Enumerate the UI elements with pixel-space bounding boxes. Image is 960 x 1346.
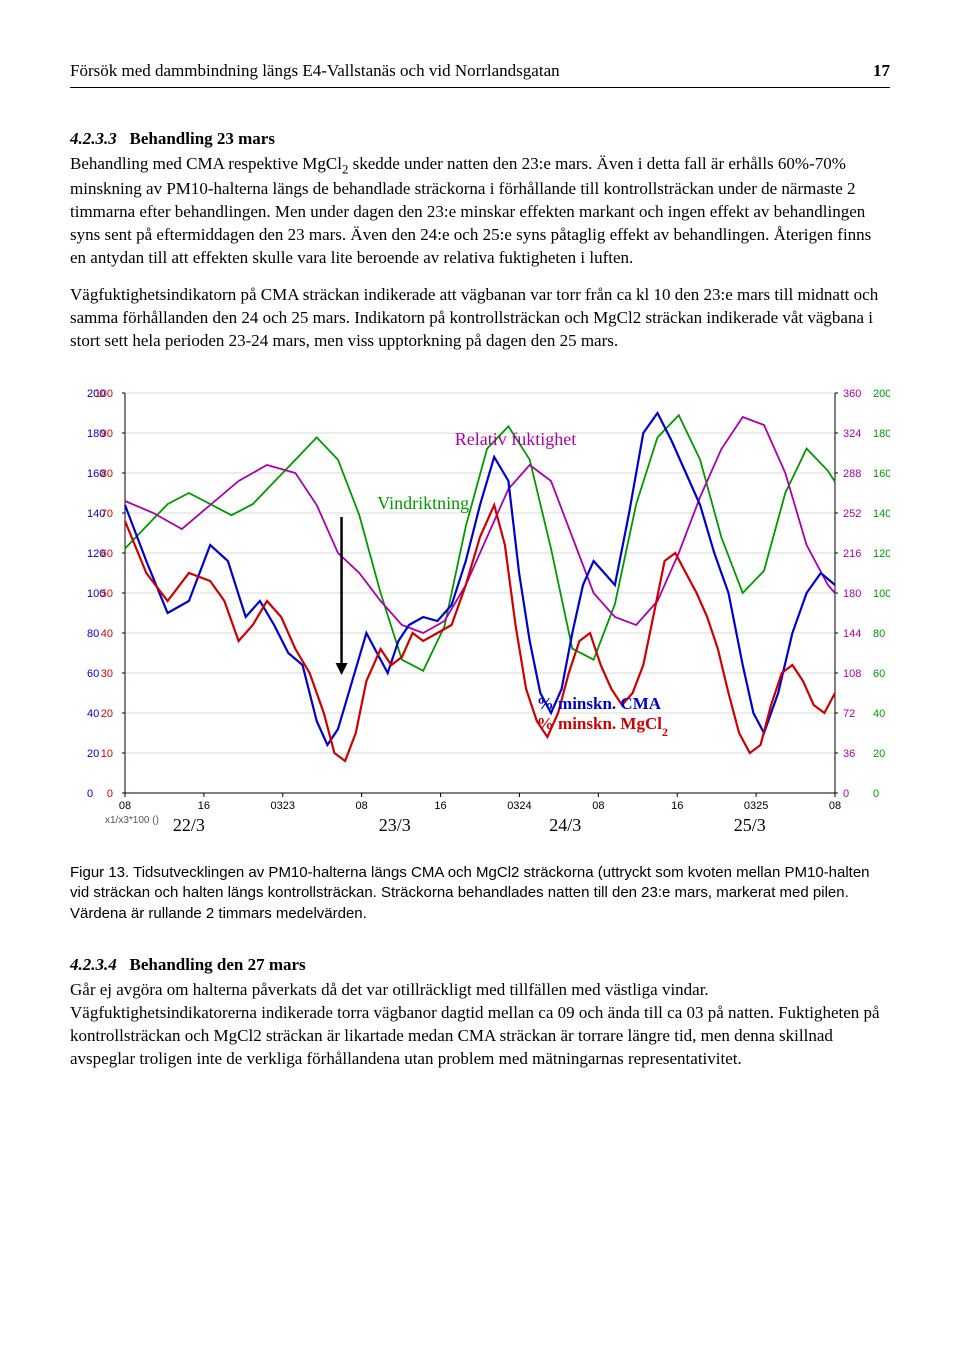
svg-text:140: 140 [873, 508, 890, 520]
svg-text:0: 0 [873, 788, 879, 800]
svg-text:80: 80 [101, 468, 113, 480]
section-title-1: Behandling 23 mars [130, 129, 275, 148]
svg-text:70: 70 [101, 508, 113, 520]
svg-text:08: 08 [119, 800, 131, 812]
svg-text:25/3: 25/3 [734, 815, 766, 835]
svg-text:08: 08 [829, 800, 841, 812]
chart-figure: 0020104020603080401005012060140701608018… [70, 383, 890, 843]
svg-text:120: 120 [873, 548, 890, 560]
section-heading-1: 4.2.3.3 Behandling 23 mars [70, 128, 890, 151]
svg-text:160: 160 [873, 468, 890, 480]
svg-text:x1/x3*100 (): x1/x3*100 () [105, 815, 159, 826]
svg-text:288: 288 [843, 468, 861, 480]
section-title-2: Behandling den 27 mars [130, 955, 306, 974]
svg-text:23/3: 23/3 [379, 815, 411, 835]
svg-text:0: 0 [87, 788, 93, 800]
svg-text:144: 144 [843, 628, 861, 640]
page-header: Försök med dammbindning längs E4-Vallsta… [70, 60, 890, 88]
svg-text:60: 60 [87, 668, 99, 680]
section-heading-2: 4.2.3.4 Behandling den 27 mars [70, 954, 890, 977]
header-title: Försök med dammbindning längs E4-Vallsta… [70, 60, 560, 83]
paragraph-2: Vägfuktighetsindikatorn på CMA sträckan … [70, 284, 890, 353]
time-series-chart: 0020104020603080401005012060140701608018… [70, 383, 890, 843]
paragraph-1: Behandling med CMA respektive MgCl2 sked… [70, 153, 890, 270]
svg-text:180: 180 [843, 588, 861, 600]
svg-text:324: 324 [843, 428, 861, 440]
svg-text:20: 20 [873, 748, 885, 760]
section-number-2: 4.2.3.4 [70, 955, 117, 974]
svg-text:0325: 0325 [744, 800, 768, 812]
svg-text:20: 20 [87, 748, 99, 760]
svg-text:22/3: 22/3 [173, 815, 205, 835]
svg-text:50: 50 [101, 588, 113, 600]
svg-text:80: 80 [873, 628, 885, 640]
svg-text:90: 90 [101, 428, 113, 440]
svg-text:10: 10 [101, 748, 113, 760]
svg-text:08: 08 [356, 800, 368, 812]
svg-text:216: 216 [843, 548, 861, 560]
svg-text:180: 180 [873, 428, 890, 440]
svg-text:40: 40 [873, 708, 885, 720]
svg-text:36: 36 [843, 748, 855, 760]
svg-text:200: 200 [873, 388, 890, 400]
svg-text:Relativ fuktighet: Relativ fuktighet [455, 429, 576, 449]
svg-text:72: 72 [843, 708, 855, 720]
svg-text:% minskn. CMA: % minskn. CMA [537, 694, 662, 713]
svg-text:16: 16 [671, 800, 683, 812]
svg-text:80: 80 [87, 628, 99, 640]
header-page-number: 17 [873, 60, 890, 83]
svg-text:252: 252 [843, 508, 861, 520]
section-number-1: 4.2.3.3 [70, 129, 117, 148]
svg-text:60: 60 [873, 668, 885, 680]
svg-text:100: 100 [873, 588, 890, 600]
svg-text:24/3: 24/3 [549, 815, 581, 835]
svg-text:0323: 0323 [271, 800, 295, 812]
svg-text:30: 30 [101, 668, 113, 680]
svg-text:08: 08 [592, 800, 604, 812]
svg-text:60: 60 [101, 548, 113, 560]
paragraph-3: Går ej avgöra om halterna påverkats då d… [70, 979, 890, 1071]
svg-text:16: 16 [434, 800, 446, 812]
svg-text:20: 20 [101, 708, 113, 720]
svg-text:Vindriktning: Vindriktning [377, 493, 469, 513]
svg-text:40: 40 [87, 708, 99, 720]
figure-caption: Figur 13. Tidsutvecklingen av PM10-halte… [70, 863, 890, 924]
svg-text:100: 100 [95, 388, 113, 400]
svg-text:0324: 0324 [507, 800, 531, 812]
svg-text:0: 0 [843, 788, 849, 800]
svg-text:16: 16 [198, 800, 210, 812]
svg-text:40: 40 [101, 628, 113, 640]
svg-text:0: 0 [107, 788, 113, 800]
svg-text:108: 108 [843, 668, 861, 680]
svg-text:360: 360 [843, 388, 861, 400]
